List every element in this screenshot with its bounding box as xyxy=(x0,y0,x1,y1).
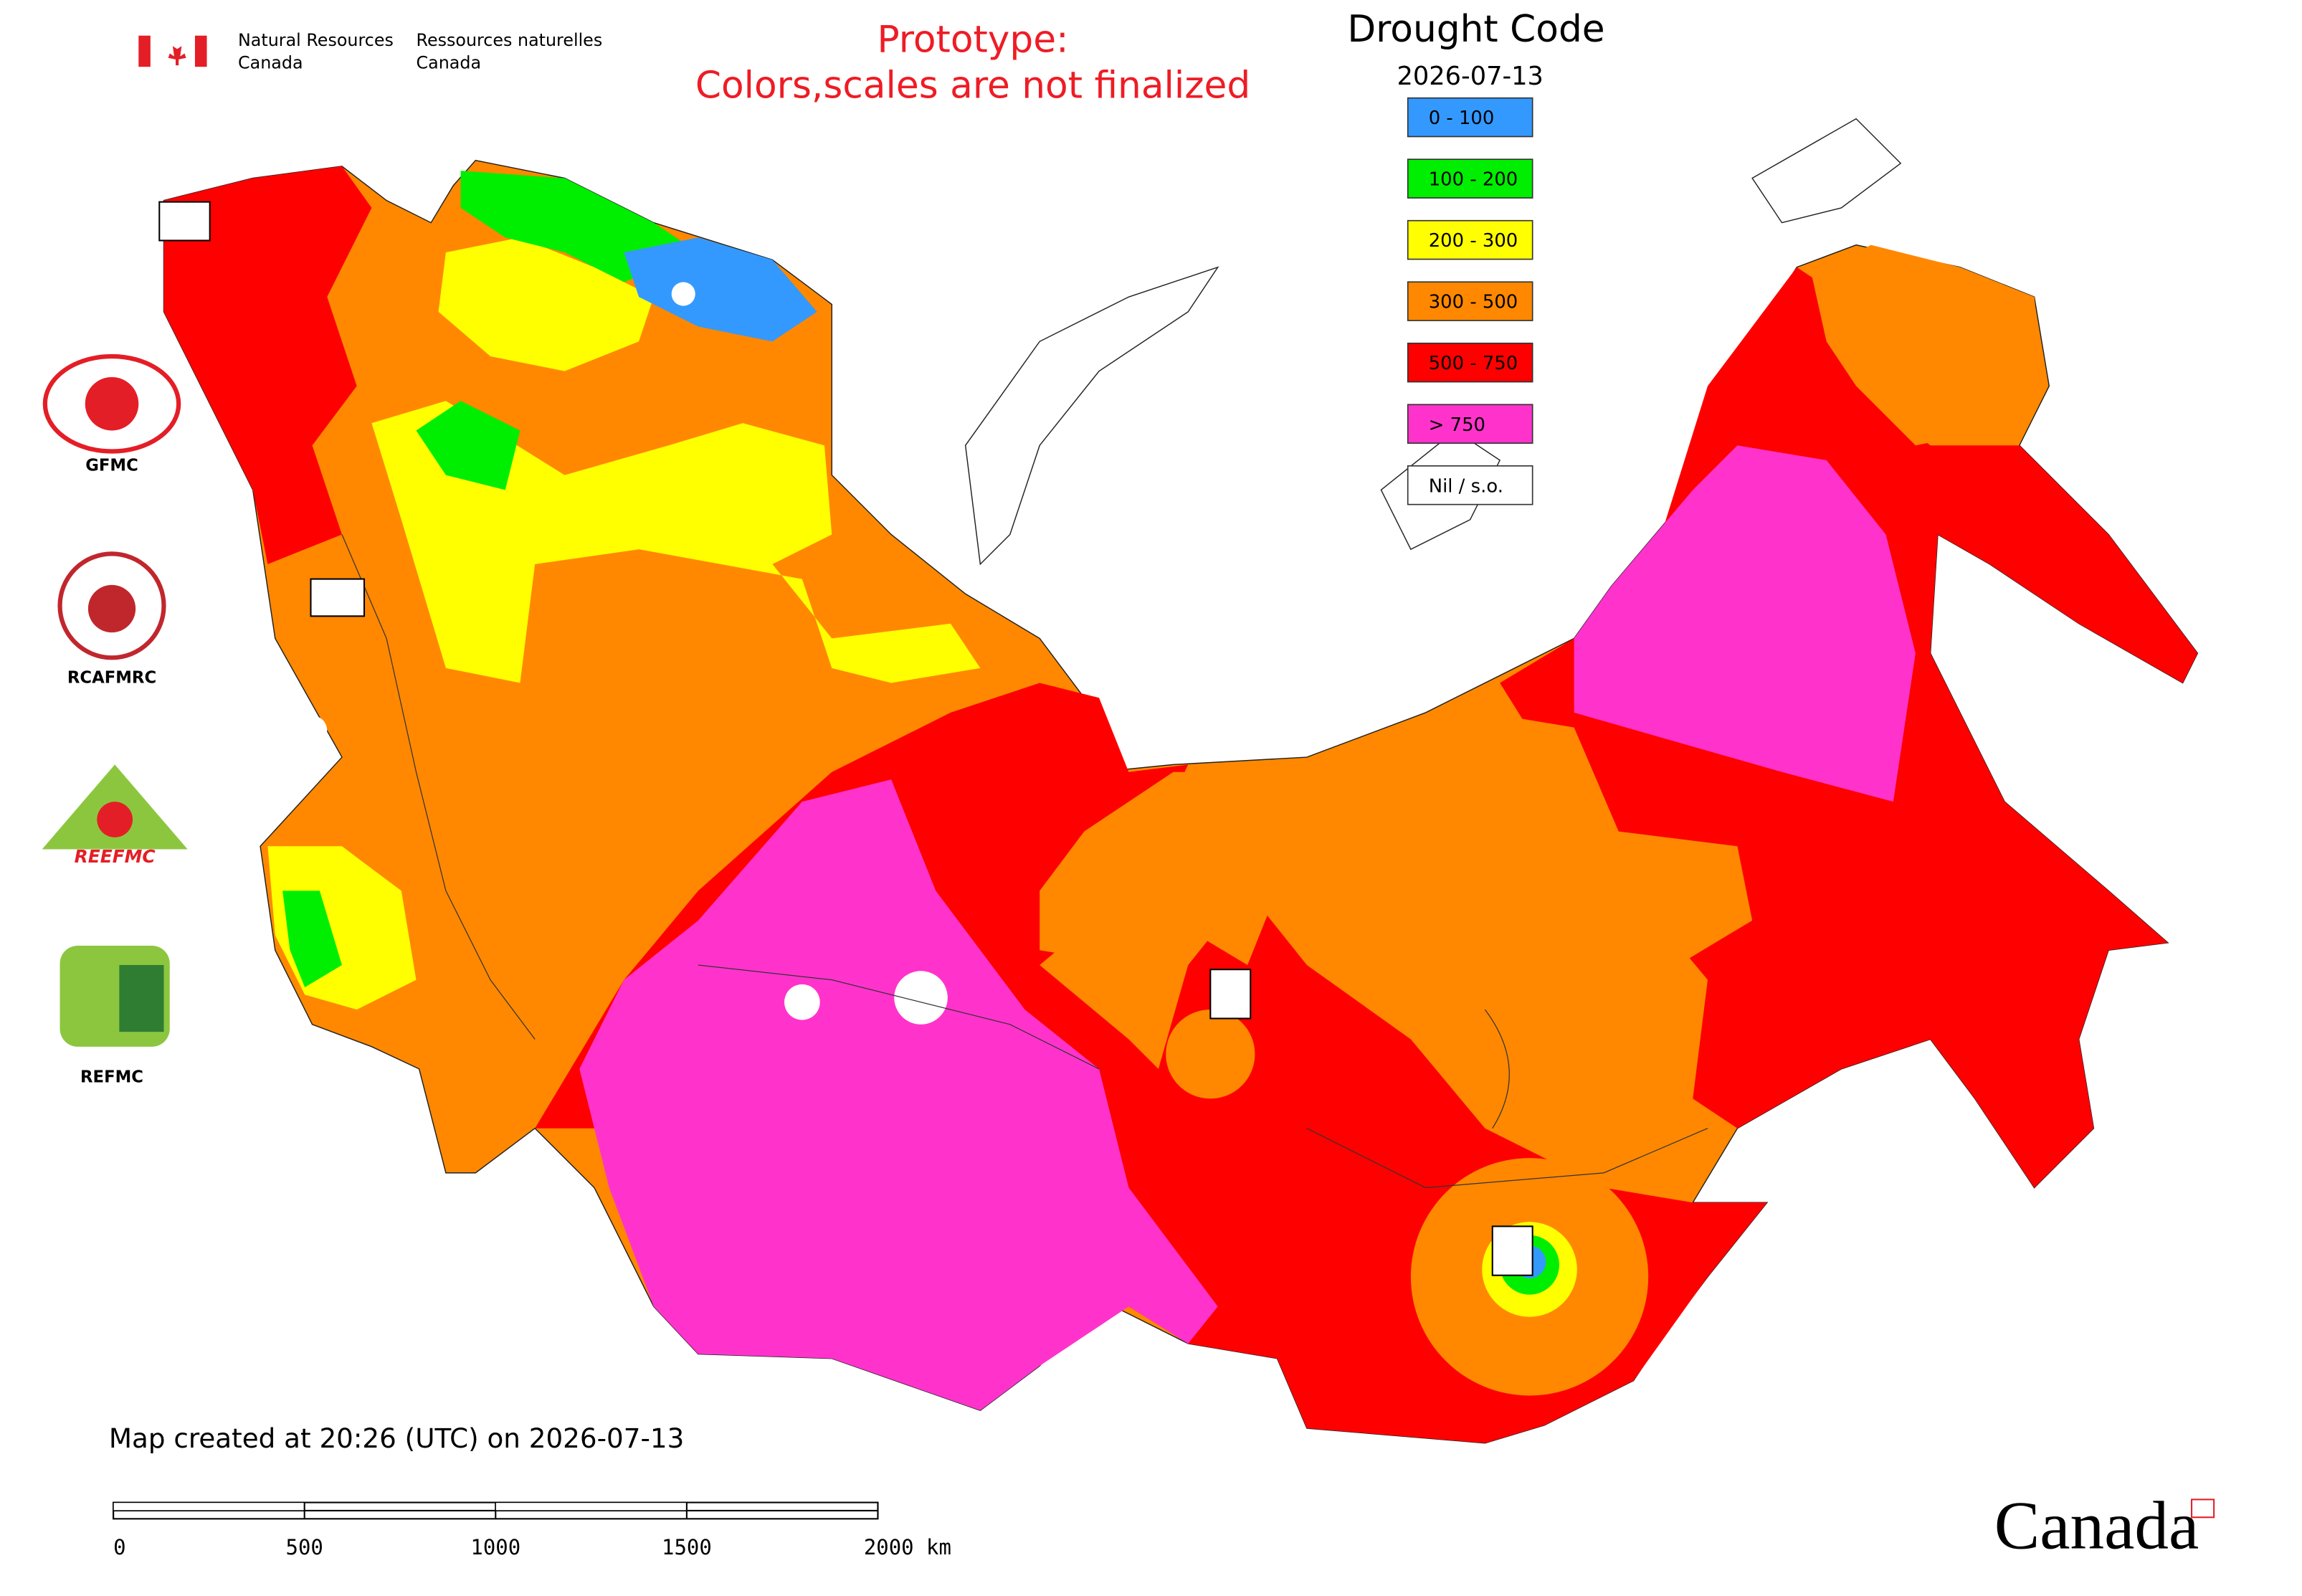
logo-label: REFMC xyxy=(80,1068,143,1087)
canada-wordmark: Canada xyxy=(1994,1488,2199,1564)
scale-segment xyxy=(495,1501,688,1511)
legend-label: Nil / s.o. xyxy=(1429,475,1503,497)
scale-bar: 0 500 1000 1500 2000 km xyxy=(113,1501,951,1559)
nil-spot xyxy=(671,282,695,306)
legend-label: > 750 xyxy=(1429,414,1485,436)
zone-yellow-northwest xyxy=(371,401,981,683)
dept-en-2: Canada xyxy=(238,52,303,72)
legend-label: 500 - 750 xyxy=(1429,353,1518,374)
legend-label: 300 - 500 xyxy=(1429,292,1518,313)
partner-logos: GFMC RCAFMRC REEFMC REFMC xyxy=(42,353,188,1087)
nrcan-signature: Natural Resources Canada Ressources natu… xyxy=(138,30,602,72)
legend-swatch xyxy=(1407,465,1533,505)
dept-fr-1: Ressources naturelles xyxy=(417,30,603,50)
zone-magenta-northeast xyxy=(1574,445,1916,802)
zone-orange-east xyxy=(1374,712,1753,1025)
nil-spot xyxy=(894,971,948,1025)
nil-spot xyxy=(784,984,820,1020)
novaya-zemlya xyxy=(964,266,1219,566)
zone-orange-chukotka xyxy=(1811,244,2042,446)
zone-yellow-kola xyxy=(438,237,654,371)
legend-swatch xyxy=(1407,404,1533,444)
notice-line2: Colors,scales are not finalized xyxy=(695,65,1250,108)
station-markers xyxy=(158,201,1533,1276)
scale-label: 0 xyxy=(113,1535,125,1559)
legend-date: 2026-07-13 xyxy=(1397,62,1544,91)
legend: 0 - 100 100 - 200 200 - 300 300 - 500 500 - … xyxy=(1407,97,1533,505)
logo-label: REEFMC xyxy=(75,846,156,867)
scale-label: 1000 xyxy=(470,1535,520,1559)
legend-label: 0 - 100 xyxy=(1429,108,1495,129)
zone-blue-kola xyxy=(624,237,817,342)
scale-label: 500 xyxy=(286,1535,323,1559)
nil-spot xyxy=(297,716,328,746)
created-note: Map created at 20:26 (UTC) on 2026-07-13 xyxy=(109,1422,684,1454)
zone-green-baltic xyxy=(282,890,342,988)
zone-orange-yenisei xyxy=(1040,771,1337,965)
scale-label: 1500 xyxy=(662,1535,712,1559)
border-line xyxy=(341,534,1708,1189)
notice-line1: Prototype: xyxy=(877,18,1068,61)
legend-swatch xyxy=(1407,219,1533,260)
wordmark-flag xyxy=(2191,1498,2215,1519)
legend-label: 100 - 200 xyxy=(1429,169,1518,191)
drought-map xyxy=(158,118,2199,1444)
logo-label: GFMC xyxy=(85,456,138,475)
dept-en-1: Natural Resources xyxy=(238,30,394,50)
scale-segment xyxy=(113,1501,305,1511)
legend-title: Drought Code xyxy=(1347,8,1604,51)
zone-green-karelia xyxy=(416,401,520,490)
legend-swatch xyxy=(1407,281,1533,321)
zone-orange-spot xyxy=(1166,1010,1255,1099)
legend-swatch xyxy=(1407,97,1533,138)
zone-magenta-kazakhstan xyxy=(579,779,1218,1411)
zone-red-west xyxy=(163,166,372,564)
legend-swatch xyxy=(1407,342,1533,383)
dept-fr-2: Canada xyxy=(417,52,482,72)
logo-label: RCAFMRC xyxy=(67,669,156,688)
legend-label: 200 - 300 xyxy=(1429,230,1518,252)
arctic-islands xyxy=(1751,118,1902,224)
scale-label: 2000 km xyxy=(864,1535,951,1559)
legend-swatch xyxy=(1407,158,1533,199)
